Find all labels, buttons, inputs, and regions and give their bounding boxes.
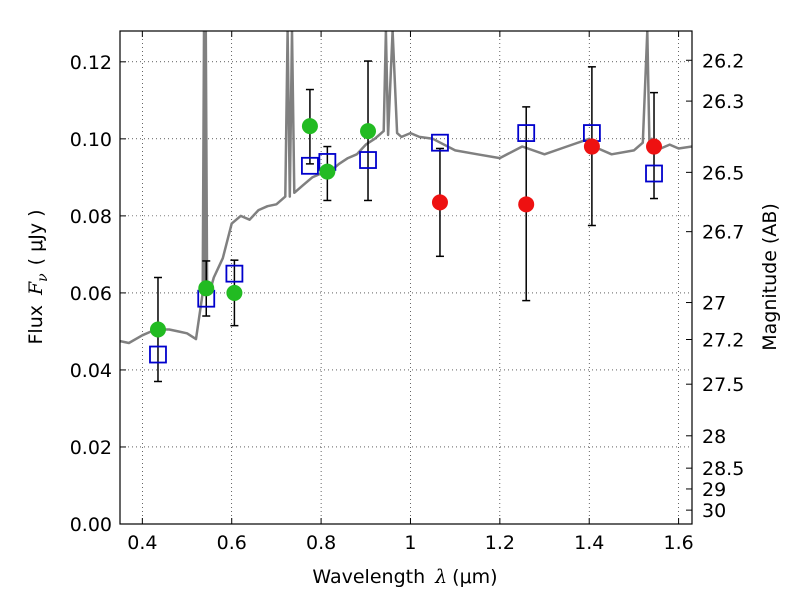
ticks: 0.4 0.6 0.8 1 1.2 1.4 1.6 0.00 0.02 0.04 0.06 0.08 0… <box>70 31 744 554</box>
x-tick-label: 0.4 <box>127 532 157 554</box>
y2-tick-label: 26.5 <box>702 162 744 184</box>
y-tick-label: 0.06 <box>70 283 112 305</box>
y2-tick-label: 28 <box>702 426 726 448</box>
red-point <box>646 138 663 155</box>
green-point <box>149 321 166 338</box>
y-axis-label: FluxFν( μJy ) <box>25 209 51 344</box>
x-axis-label: Wavelength λ (μm) <box>312 566 497 588</box>
square-layer <box>149 124 663 364</box>
y2-axis-label: Magnitude (AB) <box>759 203 781 351</box>
x-tick-label: 0.8 <box>306 532 336 554</box>
y-tick-label: 0.00 <box>70 514 112 536</box>
plot-frame <box>119 30 693 525</box>
y-tick-label: 0.04 <box>70 360 112 382</box>
y-tick-label: 0.10 <box>70 129 112 151</box>
y2-tick-label: 28.5 <box>702 458 744 480</box>
y-tick-label: 0.12 <box>70 52 112 74</box>
x-tick-label: 0.6 <box>217 532 247 554</box>
y-tick-label: 0.02 <box>70 437 112 459</box>
y2-tick-label: 26.2 <box>702 50 744 72</box>
y2-tick-label: 26.3 <box>702 91 744 113</box>
x-tick-label: 1.4 <box>574 532 604 554</box>
model-square <box>645 164 663 183</box>
red-point <box>518 196 535 213</box>
y2-tick-label: 27 <box>702 293 726 315</box>
red-point <box>583 138 600 155</box>
model-square <box>301 156 319 175</box>
model-square <box>149 345 167 364</box>
x-tick-label: 1.2 <box>485 532 515 554</box>
red-point <box>431 194 448 211</box>
model-square <box>517 124 536 142</box>
model-square <box>359 151 377 169</box>
y2-tick-label: 30 <box>702 500 726 522</box>
green-point <box>319 163 336 180</box>
green-point <box>226 284 243 301</box>
y2-tick-label: 26.7 <box>702 222 744 244</box>
x-tick-label: 1.6 <box>663 532 693 554</box>
y2-tick-label: 27.2 <box>702 330 744 352</box>
model-square <box>225 264 244 283</box>
x-tick-label: 1 <box>404 532 416 554</box>
model-square <box>431 133 449 152</box>
point-layer <box>149 118 663 338</box>
green-point <box>301 118 318 135</box>
y2-tick-label: 27.5 <box>702 374 744 396</box>
y2-tick-label: 29 <box>702 479 726 501</box>
green-point <box>360 123 377 140</box>
y-tick-label: 0.08 <box>70 206 112 228</box>
green-point <box>198 280 215 297</box>
